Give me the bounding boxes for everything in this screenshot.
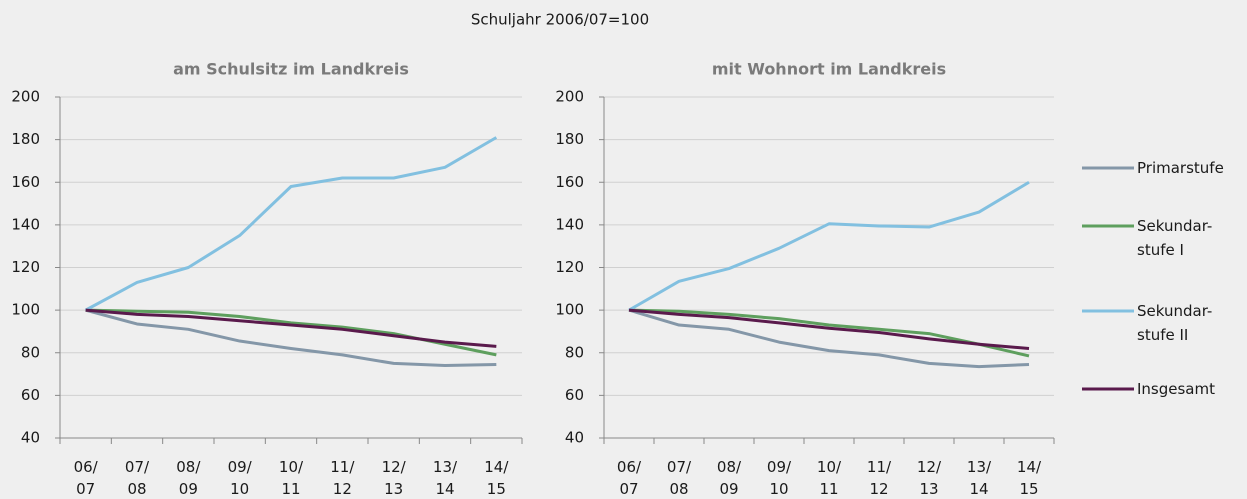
x-tick-label: 08/09 <box>717 458 742 498</box>
y-tick-label: 60 <box>565 386 584 404</box>
series-line <box>85 308 497 348</box>
x-tick-label-line: 07 <box>76 480 95 498</box>
x-tick-label-line: 09 <box>179 480 198 498</box>
x-tick-label-line: 14 <box>969 480 988 498</box>
x-tick-label: 11/12 <box>867 458 892 498</box>
x-tick-label: 12/13 <box>382 458 407 498</box>
x-tick-label-line: 07 <box>619 480 638 498</box>
y-tick-label: 80 <box>21 343 40 361</box>
x-tick-label-line: 10 <box>230 480 249 498</box>
x-tick-label: 13/14 <box>967 458 992 498</box>
x-tick-label-line: 11 <box>281 480 300 498</box>
chart-title: am Schulsitz im Landkreis <box>173 60 409 79</box>
y-tick-label: 200 <box>555 88 584 106</box>
x-tick-label: 08/09 <box>176 458 201 498</box>
x-tick-label-line: 10/ <box>817 458 842 476</box>
x-tick-label: 14/15 <box>1017 458 1042 498</box>
series-line <box>85 308 497 368</box>
x-tick-label-line: 14 <box>435 480 454 498</box>
x-tick-label-line: 11/ <box>330 458 355 476</box>
series-line <box>84 136 498 312</box>
series-line <box>628 308 1030 350</box>
chart-title: mit Wohnort im Landkreis <box>712 60 946 79</box>
y-tick-label: 180 <box>555 130 584 148</box>
x-tick-label: 06/07 <box>74 458 99 498</box>
x-tick-label: 09/10 <box>767 458 792 498</box>
legend-label: Insgesamt <box>1137 380 1215 398</box>
x-tick-label: 10/11 <box>279 458 304 498</box>
x-tick-label-line: 15 <box>487 480 506 498</box>
x-tick-label-line: 13 <box>384 480 403 498</box>
y-tick-label: 200 <box>11 88 40 106</box>
legend-label-line: Sekundar- <box>1137 217 1212 235</box>
x-tick-label-line: 15 <box>1019 480 1038 498</box>
x-tick-label-line: 06/ <box>74 458 99 476</box>
x-tick-label: 09/10 <box>228 458 253 498</box>
x-tick-label-line: 08 <box>127 480 146 498</box>
y-tick-label: 160 <box>555 173 584 191</box>
x-tick-label-line: 13/ <box>967 458 992 476</box>
x-tick-label-line: 12 <box>869 480 888 498</box>
x-tick-label-line: 14/ <box>1017 458 1042 476</box>
x-tick-label-line: 07/ <box>125 458 150 476</box>
y-tick-label: 180 <box>11 130 40 148</box>
x-tick-label-line: 09 <box>719 480 738 498</box>
legend-label-line: stufe I <box>1137 241 1184 259</box>
y-tick-label: 140 <box>11 215 40 233</box>
series-line <box>628 308 1030 369</box>
legend-label-line: Sekundar- <box>1137 302 1212 320</box>
legend-label-line: Primarstufe <box>1137 159 1224 177</box>
x-tick-label-line: 12/ <box>382 458 407 476</box>
x-tick-label-line: 11 <box>819 480 838 498</box>
legend-label: Primarstufe <box>1137 159 1224 177</box>
y-tick-label: 100 <box>555 301 584 319</box>
series-line <box>628 308 1030 358</box>
legend-label-line: stufe II <box>1137 326 1188 344</box>
legend-label-line: Insgesamt <box>1137 380 1215 398</box>
x-tick-label-line: 09/ <box>228 458 253 476</box>
y-tick-label: 80 <box>565 343 584 361</box>
x-tick-label-line: 10/ <box>279 458 304 476</box>
x-tick-label: 06/07 <box>617 458 642 498</box>
y-tick-label: 100 <box>11 301 40 319</box>
x-tick-label-line: 12/ <box>917 458 942 476</box>
series-line <box>628 180 1030 312</box>
x-tick-label: 13/14 <box>433 458 458 498</box>
x-tick-label: 11/12 <box>330 458 355 498</box>
y-tick-label: 120 <box>555 258 584 276</box>
y-tick-label: 160 <box>11 173 40 191</box>
x-tick-label-line: 08/ <box>176 458 201 476</box>
y-tick-label: 140 <box>555 215 584 233</box>
x-tick-label: 07/08 <box>667 458 692 498</box>
page-title: Schuljahr 2006/07=100 <box>471 11 649 29</box>
x-tick-label-line: 09/ <box>767 458 792 476</box>
x-tick-label-line: 07/ <box>667 458 692 476</box>
y-tick-label: 40 <box>565 429 584 447</box>
x-tick-label-line: 13 <box>919 480 938 498</box>
x-tick-label-line: 08/ <box>717 458 742 476</box>
y-tick-label: 60 <box>21 386 40 404</box>
y-tick-label: 120 <box>11 258 40 276</box>
x-tick-label: 12/13 <box>917 458 942 498</box>
x-tick-label-line: 06/ <box>617 458 642 476</box>
legend-label: Sekundar-stufe I <box>1137 217 1212 259</box>
x-tick-label-line: 10 <box>769 480 788 498</box>
x-tick-label: 10/11 <box>817 458 842 498</box>
x-tick-label: 07/08 <box>125 458 150 498</box>
x-tick-label-line: 11/ <box>867 458 892 476</box>
y-tick-label: 40 <box>21 429 40 447</box>
x-tick-label-line: 12 <box>333 480 352 498</box>
legend-label: Sekundar-stufe II <box>1137 302 1212 344</box>
x-tick-label: 14/15 <box>484 458 509 498</box>
x-tick-label-line: 08 <box>669 480 688 498</box>
x-tick-label-line: 13/ <box>433 458 458 476</box>
x-tick-label-line: 14/ <box>484 458 509 476</box>
